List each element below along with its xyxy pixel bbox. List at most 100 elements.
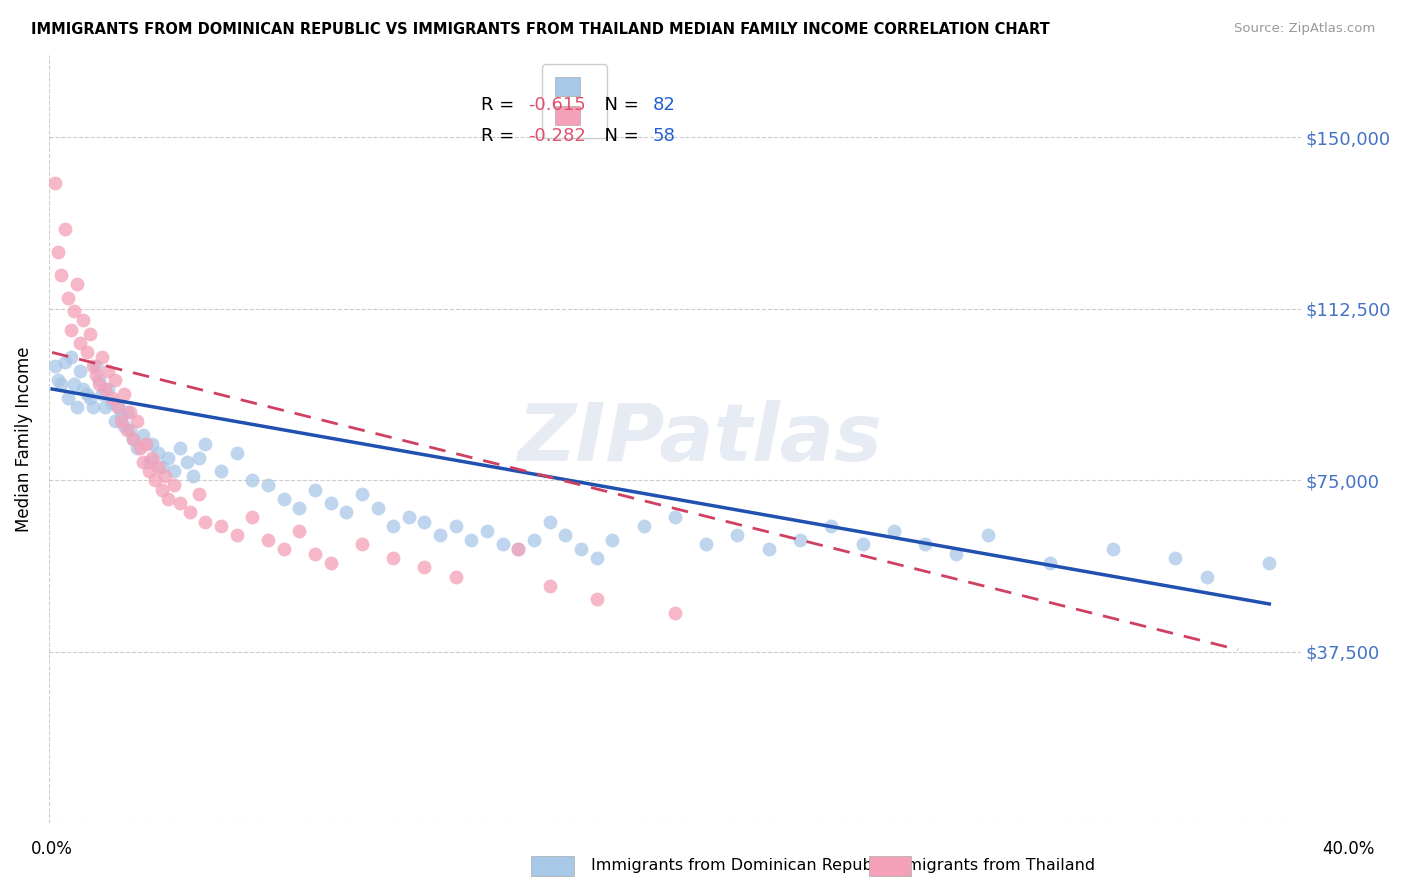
Point [398, 510, 420, 524]
Text: N =: N = [593, 127, 645, 145]
Text: Immigrants from Dominican Republic: Immigrants from Dominican Republic [591, 858, 890, 872]
Point [150, 459, 173, 474]
Point [132, 455, 155, 469]
Point [883, 524, 905, 538]
Point [335, 506, 357, 520]
Point [53, 354, 76, 368]
Point [304, 483, 326, 497]
Point [695, 537, 717, 551]
Point [112, 386, 135, 401]
Point [585, 592, 607, 607]
Point [104, 414, 127, 428]
Point [181, 469, 204, 483]
Point [538, 515, 561, 529]
Text: 40.0%: 40.0% [1323, 840, 1375, 858]
Point [429, 528, 451, 542]
Point [153, 469, 176, 483]
Point [100, 395, 122, 409]
Legend: , : , [543, 64, 607, 138]
Point [633, 519, 655, 533]
Text: Immigrants from Thailand: Immigrants from Thailand [886, 858, 1095, 872]
Point [156, 450, 179, 465]
Point [508, 542, 530, 557]
Point [1164, 551, 1187, 566]
Point [914, 537, 936, 551]
Point [72, 382, 94, 396]
Point [156, 491, 179, 506]
Text: -0.282: -0.282 [529, 127, 586, 145]
Point [225, 446, 247, 460]
Point [66, 401, 89, 415]
Point [84, 359, 107, 373]
Point [725, 528, 748, 542]
Point [56, 391, 79, 405]
Point [132, 427, 155, 442]
Point [87, 377, 110, 392]
Point [59, 350, 82, 364]
Point [48, 373, 70, 387]
Point [851, 537, 873, 551]
Point [104, 373, 127, 387]
Text: N =: N = [593, 96, 645, 114]
Point [758, 542, 780, 557]
Point [273, 542, 295, 557]
Text: IMMIGRANTS FROM DOMINICAN REPUBLIC VS IMMIGRANTS FROM THAILAND MEDIAN FAMILY INC: IMMIGRANTS FROM DOMINICAN REPUBLIC VS IM… [31, 22, 1050, 37]
Point [107, 401, 129, 415]
Point [820, 519, 842, 533]
Point [319, 496, 342, 510]
Text: 58: 58 [652, 127, 675, 145]
Point [125, 442, 148, 456]
Point [138, 455, 160, 469]
Point [141, 450, 163, 465]
Point [122, 433, 145, 447]
Point [413, 560, 436, 574]
Point [538, 579, 561, 593]
Point [56, 291, 79, 305]
Point [350, 487, 373, 501]
Point [110, 414, 132, 428]
Point [288, 500, 311, 515]
Point [48, 244, 70, 259]
Y-axis label: Median Family Income: Median Family Income [15, 347, 32, 532]
Point [120, 405, 142, 419]
Point [240, 474, 263, 488]
Point [112, 418, 135, 433]
Point [87, 373, 110, 387]
Point [257, 478, 280, 492]
Point [163, 478, 186, 492]
Point [188, 450, 211, 465]
Point [585, 551, 607, 566]
Point [51, 268, 73, 282]
Point [135, 437, 157, 451]
Point [145, 474, 167, 488]
Point [148, 459, 170, 474]
Point [554, 528, 576, 542]
Point [91, 386, 114, 401]
Point [169, 496, 191, 510]
Point [569, 542, 592, 557]
Point [789, 533, 811, 547]
Point [492, 537, 515, 551]
Point [79, 327, 101, 342]
Point [82, 401, 104, 415]
Point [128, 442, 150, 456]
Point [444, 569, 467, 583]
Point [51, 377, 73, 392]
Point [382, 551, 405, 566]
Point [63, 377, 86, 392]
Point [209, 519, 232, 533]
Point [115, 423, 138, 437]
Point [141, 437, 163, 451]
Point [115, 405, 138, 419]
Point [1195, 569, 1218, 583]
Point [600, 533, 623, 547]
Point [188, 487, 211, 501]
Point [664, 606, 686, 620]
Text: R =: R = [481, 96, 520, 114]
Point [460, 533, 482, 547]
Point [122, 433, 145, 447]
Point [664, 510, 686, 524]
Point [169, 442, 191, 456]
Point [225, 528, 247, 542]
Point [79, 391, 101, 405]
